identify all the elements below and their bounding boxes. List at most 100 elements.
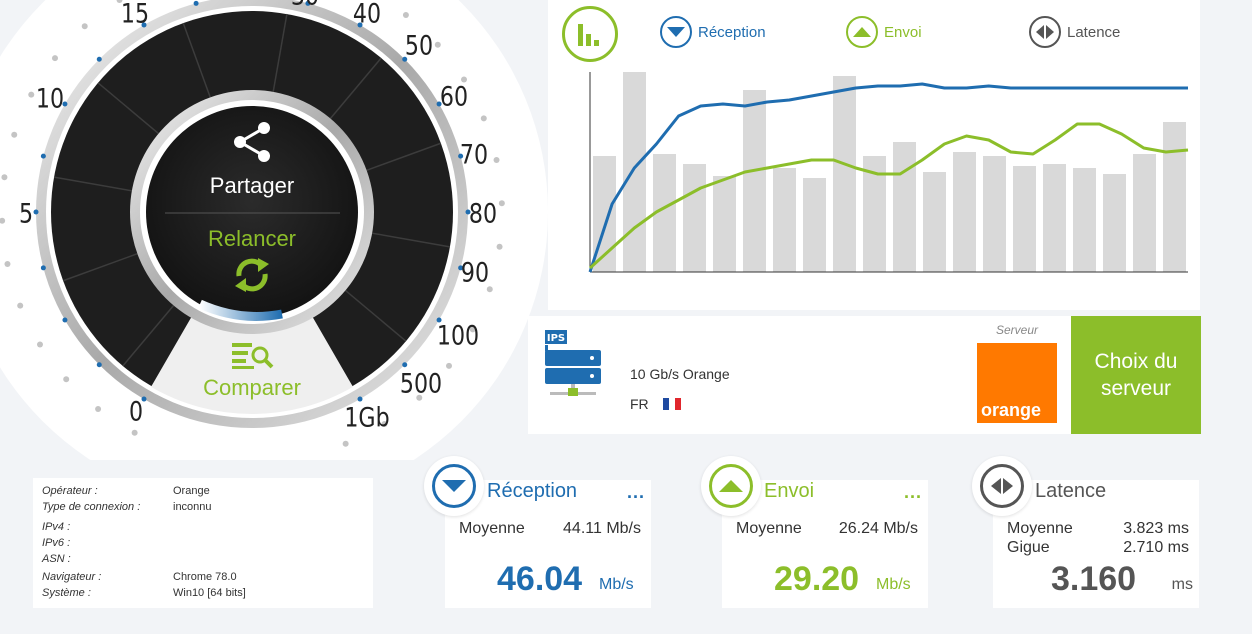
gauge-dot	[17, 302, 24, 309]
gauge-dot	[81, 23, 88, 30]
chart-line-download	[588, 82, 1188, 273]
chart-bar	[983, 156, 1006, 272]
bar-chart-icon[interactable]	[562, 6, 618, 62]
info-row: Opérateur : Orange	[42, 485, 362, 499]
info-key: Type de connexion :	[42, 501, 141, 513]
gauge-tick-marker	[62, 317, 68, 323]
download-title: Réception	[487, 480, 578, 502]
info-key: ASN :	[42, 553, 71, 565]
gauge-tick-marker	[33, 209, 39, 215]
gauge-dot	[51, 55, 58, 62]
chart-bar	[713, 176, 736, 272]
gauge-tick-label: 50	[404, 30, 434, 62]
server-caption: Serveur	[996, 323, 1039, 337]
latency-arrows-icon	[1029, 16, 1061, 48]
gauge-tick-marker	[141, 22, 147, 28]
server-country: FR	[630, 396, 681, 412]
gauge-tick-label: 30	[291, 0, 319, 12]
gauge-segment-line	[97, 82, 160, 135]
gauge-tick-marker	[465, 209, 471, 215]
gauge-dot	[36, 341, 43, 348]
gauge-dial	[0, 0, 548, 460]
gauge-dot	[116, 0, 123, 3]
gauge-tick-marker	[62, 101, 68, 107]
latency-average-value: 3.823 ms	[1123, 520, 1189, 537]
info-row: Système : Win10 [64 bits]	[42, 587, 362, 601]
download-average-value: 44.11 Mb/s	[563, 520, 641, 537]
gauge-segment-line	[329, 57, 382, 120]
gauge-tick-label: 1Gb	[344, 402, 390, 434]
upload-arrow-icon	[709, 464, 753, 508]
latency-card: Latence Moyenne 3.823 ms Gigue 2.710 ms …	[972, 456, 1199, 608]
legend-upload-label: Envoi	[884, 23, 922, 41]
gauge-dot	[434, 41, 441, 48]
download-more-button[interactable]: ...	[626, 482, 645, 502]
download-badge	[424, 456, 484, 516]
info-row: IPv4 :	[42, 521, 362, 535]
restart-button[interactable]: Relancer	[185, 226, 319, 306]
gauge-segment-line	[62, 253, 138, 282]
speed-chart	[588, 72, 1189, 273]
download-arrow-icon	[660, 16, 692, 48]
chart-bar	[653, 154, 676, 272]
gauge-segment-line	[344, 289, 407, 342]
info-key: IPv6 :	[42, 537, 71, 549]
chart-bar	[803, 178, 826, 272]
legend-latency-label: Latence	[1067, 23, 1121, 41]
chart-line-upload	[588, 122, 1189, 270]
download-average-label: Moyenne	[459, 520, 525, 537]
info-value: Win10 [64 bits]	[173, 587, 246, 599]
gauge-dot	[4, 260, 11, 267]
chart-bar	[893, 142, 916, 272]
gauge-dot	[496, 243, 503, 250]
gauge-tick-marker	[402, 362, 408, 368]
info-row: Type de connexion : inconnu	[42, 501, 362, 515]
gauge-dot	[342, 440, 349, 447]
latency-value: 3.160	[1051, 560, 1137, 598]
legend-upload: Envoi	[846, 16, 922, 48]
chart-bar	[863, 156, 886, 272]
orange-logo: orange	[977, 343, 1057, 423]
upload-speed-value: 29.20	[774, 560, 860, 598]
chart-bar	[1043, 164, 1066, 272]
upload-title: Envoi	[764, 480, 815, 502]
gauge-tick-marker	[402, 56, 408, 62]
france-flag-icon	[662, 398, 681, 410]
compare-label: Comparer	[203, 375, 301, 400]
gauge-dot	[28, 91, 35, 98]
upload-more-button[interactable]: ...	[903, 482, 922, 502]
share-icon	[234, 122, 270, 162]
gauge-tick-marker	[96, 56, 102, 62]
upload-badge	[701, 456, 761, 516]
gauge-tick-label: 10	[35, 83, 65, 115]
legend-download-label: Réception	[698, 23, 766, 41]
compare-button[interactable]: Comparer	[180, 340, 324, 402]
chart-bar	[833, 76, 856, 272]
gauge-dot	[446, 362, 453, 369]
gauge-tick-marker	[141, 396, 147, 402]
gauge-dot	[95, 406, 102, 413]
gauge-segment-line	[372, 232, 451, 248]
share-button[interactable]: Partager	[185, 120, 319, 200]
compare-icon	[232, 343, 274, 369]
gauge-dot	[416, 394, 423, 401]
gauge-tick-marker	[458, 153, 464, 159]
gauge-tick-marker	[96, 362, 102, 368]
gauge-dot	[486, 286, 493, 293]
server-ips-icon: IPS	[545, 330, 601, 396]
chart-bar	[1133, 154, 1156, 272]
upload-arrow-icon	[846, 16, 878, 48]
legend-latency: Latence	[1029, 16, 1120, 48]
gauge-dot	[469, 326, 476, 333]
gauge-tick-label: 5	[18, 198, 34, 230]
speed-gauge: Partager Relancer Comparer 0 5 10 15 30 40 506…	[0, 0, 560, 460]
info-value: Orange	[173, 485, 210, 497]
gauge-tick-marker	[436, 101, 442, 107]
gauge-tick-label: 100	[436, 320, 480, 352]
compare-zone	[151, 314, 353, 414]
choose-server-button[interactable]: Choix du serveur	[1071, 316, 1201, 434]
server-name: 10 Gb/s Orange	[630, 366, 730, 382]
gauge-segment-line	[182, 22, 211, 98]
gauge-dot	[131, 429, 138, 436]
gauge-segment-line	[366, 142, 442, 171]
